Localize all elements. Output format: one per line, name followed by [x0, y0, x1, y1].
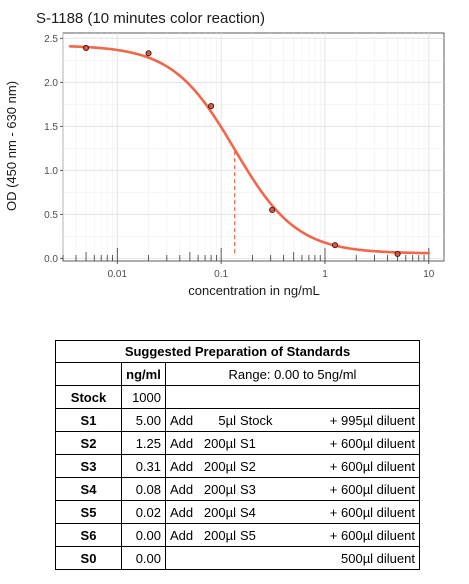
add-word: Add — [170, 412, 194, 428]
source-text: S1 — [240, 435, 256, 451]
standard-id: S3 — [55, 454, 122, 478]
y-tick-label: 0.0 — [44, 254, 58, 265]
diluent-text: + 600µl diluent — [329, 504, 415, 520]
table-row: S3 0.31 Add 200µl S2 + 600µl diluent — [55, 454, 420, 478]
y-tick-label: 2.5 — [44, 34, 58, 45]
y-tick-label: 0.5 — [44, 210, 58, 221]
dose-response-chart: S-1188 (10 minutes color reaction) 0.00.… — [4, 10, 445, 298]
standard-instruction: Add 5µl Stock + 995µl diluent — [165, 408, 420, 432]
add-word: Add — [170, 481, 194, 497]
diluent-text: 500µl diluent — [341, 550, 415, 566]
x-tick-label: 1 — [322, 269, 328, 280]
data-point — [331, 242, 339, 249]
add-word: Add — [170, 527, 194, 543]
table-caption: Suggested Preparation of Standards — [55, 340, 420, 363]
table-row: S4 0.08 Add 200µl S3 + 600µl diluent — [55, 477, 420, 501]
standard-id: Stock — [55, 385, 122, 409]
standard-instruction: Add 200µl S5 + 600µl diluent — [165, 523, 420, 547]
header-empty-cell — [55, 362, 122, 386]
plot-panel: 0.0 0.5 1.0 1.5 2.0 2.5 0.01 0.1 1 10 — [44, 32, 445, 280]
standard-id: S5 — [55, 500, 122, 524]
table-row: S2 1.25 Add 200µl S1 + 600µl diluent — [55, 431, 420, 455]
volume-text: 200µl — [203, 527, 236, 543]
add-word: Add — [170, 504, 194, 520]
standard-instruction — [165, 385, 420, 409]
y-tick-label: 1.0 — [44, 166, 58, 177]
x-tick-label: 0.01 — [108, 269, 128, 280]
plot-background — [62, 32, 445, 262]
source-text: S3 — [240, 481, 256, 497]
table-header-row: ng/ml Range: 0.00 to 5ng/ml — [55, 362, 420, 386]
table-row-stock: Stock 1000 — [55, 385, 420, 409]
source-text: S5 — [240, 527, 256, 543]
standard-id: S6 — [55, 523, 122, 547]
volume-text: 200µl — [203, 481, 236, 497]
table-row: S1 5.00 Add 5µl Stock + 995µl diluent — [55, 408, 420, 432]
diluent-text: + 600µl diluent — [329, 527, 415, 543]
standard-value: 1000 — [121, 385, 166, 409]
source-text: S2 — [240, 458, 256, 474]
x-axis-label: concentration in ng/mL — [188, 283, 320, 298]
data-point — [208, 103, 215, 110]
y-axis-label: OD (450 nm - 630 nm) — [4, 81, 19, 211]
add-word: Add — [170, 435, 194, 451]
standard-value: 1.25 — [121, 431, 166, 455]
x-tick-label: 0.1 — [214, 269, 228, 280]
standard-instruction: Add 200µl S2 + 600µl diluent — [165, 454, 420, 478]
chart-title: S-1188 (10 minutes color reaction) — [36, 10, 265, 27]
diluent-text: + 995µl diluent — [329, 412, 415, 428]
table-row: S5 0.02 Add 200µl S4 + 600µl diluent — [55, 500, 420, 524]
volume-text: 5µl — [218, 412, 236, 428]
standard-instruction: Add 200µl S1 + 600µl diluent — [165, 431, 420, 455]
add-word: Add — [170, 458, 194, 474]
diluent-text: + 600µl diluent — [329, 435, 415, 451]
diluent-text: + 600µl diluent — [329, 458, 415, 474]
standard-value: 5.00 — [121, 408, 166, 432]
y-tick-label: 1.5 — [44, 122, 58, 133]
standard-id: S0 — [55, 546, 122, 570]
unit-header: ng/ml — [121, 362, 166, 386]
standard-id: S2 — [55, 431, 122, 455]
standard-value: 0.02 — [121, 500, 166, 524]
source-text: Stock — [240, 412, 273, 428]
data-point — [269, 206, 276, 213]
y-tick-label: 2.0 — [44, 78, 58, 89]
standard-value: 0.31 — [121, 454, 166, 478]
data-point — [82, 44, 90, 52]
fit-curve — [68, 45, 431, 255]
x-tick-label: 10 — [423, 269, 435, 280]
standard-value: 0.08 — [121, 477, 166, 501]
data-point — [394, 250, 401, 258]
standard-id: S1 — [55, 408, 122, 432]
range-header: Range: 0.00 to 5ng/ml — [165, 362, 420, 386]
standard-id: S4 — [55, 477, 122, 501]
standard-instruction: Add 200µl S3 + 600µl diluent — [165, 477, 420, 501]
volume-text: 200µl — [203, 435, 236, 451]
table-row: S6 0.00 Add 200µl S5 + 600µl diluent — [55, 523, 420, 547]
table-row-s0: S0 0.00 500µl diluent — [55, 546, 420, 570]
diluent-text: + 600µl diluent — [329, 481, 415, 497]
standard-instruction: 500µl diluent — [165, 546, 420, 570]
standard-value: 0.00 — [121, 523, 166, 547]
volume-text: 200µl — [203, 504, 236, 520]
standard-value: 0.00 — [121, 546, 166, 570]
standard-instruction: Add 200µl S4 + 600µl diluent — [165, 500, 420, 524]
standards-table: Suggested Preparation of Standards ng/ml… — [55, 340, 420, 570]
data-point — [145, 50, 152, 57]
volume-text: 200µl — [203, 458, 236, 474]
source-text: S4 — [240, 504, 256, 520]
